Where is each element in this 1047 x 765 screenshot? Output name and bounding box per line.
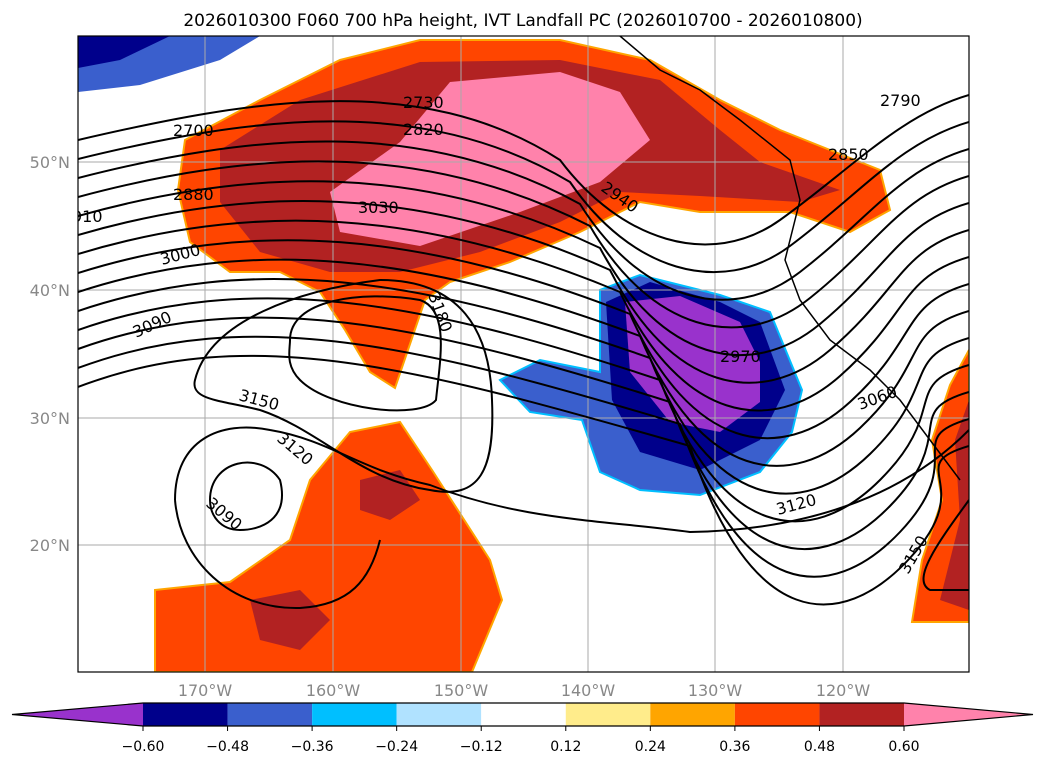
lon-labels: 170°W 160°W 150°W 140°W 130°W 120°W: [178, 681, 871, 700]
contour-3120: [174, 426, 969, 534]
lat-labels: 50°N 40°N 30°N 20°N: [30, 153, 70, 555]
contour-line: [78, 258, 969, 467]
svg-text:2880: 2880: [173, 185, 214, 204]
svg-text:170°W: 170°W: [178, 681, 233, 700]
colorbar-tick-label: 0.48: [804, 739, 835, 755]
contour-3090: [208, 461, 283, 532]
coastline: [619, 36, 961, 481]
colorbar-bin: [650, 703, 735, 726]
svg-text:910: 910: [72, 207, 103, 226]
svg-text:2790: 2790: [880, 91, 921, 110]
contour-line: [78, 120, 969, 274]
contour-line: [78, 219, 969, 412]
colorbar-bin: [481, 703, 566, 726]
colorbar-tick-label: −0.60: [122, 739, 165, 755]
svg-text:50°N: 50°N: [30, 153, 70, 172]
colorbar-tick-label: −0.24: [375, 739, 418, 755]
contour-line: [78, 200, 969, 384]
colorbar-tick-label: 0.24: [635, 739, 666, 755]
svg-text:20°N: 20°N: [30, 536, 70, 555]
contour-line: [78, 160, 969, 329]
colorbar: −0.60 −0.48 −0.36 −0.24 −0.12 0.12 0.24 0.36 0.4…: [11, 702, 1034, 755]
svg-text:30°N: 30°N: [30, 409, 70, 428]
contour-line: [78, 278, 969, 495]
height-contours: [78, 94, 969, 606]
colorbar-bin: [734, 703, 820, 726]
map-frame: [77, 35, 970, 673]
colorbar-tick-label: −0.12: [460, 739, 503, 755]
contour-3150: [193, 278, 494, 493]
colorbar-bin: [143, 703, 228, 726]
contour-line: [78, 335, 969, 578]
colorbar-bin: [396, 703, 482, 726]
svg-text:2970: 2970: [720, 347, 761, 366]
contour-line: [78, 140, 969, 301]
svg-text:2730: 2730: [403, 93, 444, 112]
colorbar-bin: [227, 703, 313, 726]
svg-text:160°W: 160°W: [306, 681, 361, 700]
contour-3090-outer: [174, 499, 381, 610]
colorbar-extend-min: [12, 703, 143, 726]
contour-line: [78, 180, 969, 356]
contour-line: [78, 354, 969, 606]
contour-3180: [288, 295, 442, 412]
contour-line: [78, 316, 969, 550]
contour-line: [78, 239, 969, 440]
ivt-pink-core: [330, 72, 650, 246]
svg-text:130°W: 130°W: [688, 681, 743, 700]
colorbar-tick-label: 0.60: [888, 739, 919, 755]
svg-text:2820: 2820: [403, 120, 444, 139]
colorbar-bin: [819, 703, 904, 726]
svg-text:120°W: 120°W: [816, 681, 871, 700]
contour-3150-east: [922, 499, 969, 591]
colorbar-tick-label: −0.36: [291, 739, 334, 755]
colorbar-bin: [312, 703, 397, 726]
svg-text:140°W: 140°W: [561, 681, 616, 700]
colorbar-tick-label: 0.36: [719, 739, 750, 755]
colorbar-extend-max: [904, 703, 1033, 726]
svg-text:3030: 3030: [358, 198, 399, 217]
svg-text:150°W: 150°W: [434, 681, 489, 700]
colorbar-tick-label: 0.12: [550, 739, 581, 755]
map-area: 2700 2730 2820 2790 2850 2880 910 3030 2…: [72, 36, 969, 672]
contour-line: [78, 297, 969, 523]
ivt-pos-south: [154, 420, 504, 672]
plot-title: 2026010300 F060 700 hPa height, IVT Land…: [183, 11, 862, 31]
svg-text:40°N: 40°N: [30, 281, 70, 300]
svg-text:2700: 2700: [173, 121, 214, 140]
svg-text:2850: 2850: [828, 145, 869, 164]
colorbar-bin: [565, 703, 651, 726]
contour-line: [78, 94, 969, 246]
colorbar-tick-label: −0.48: [206, 739, 249, 755]
